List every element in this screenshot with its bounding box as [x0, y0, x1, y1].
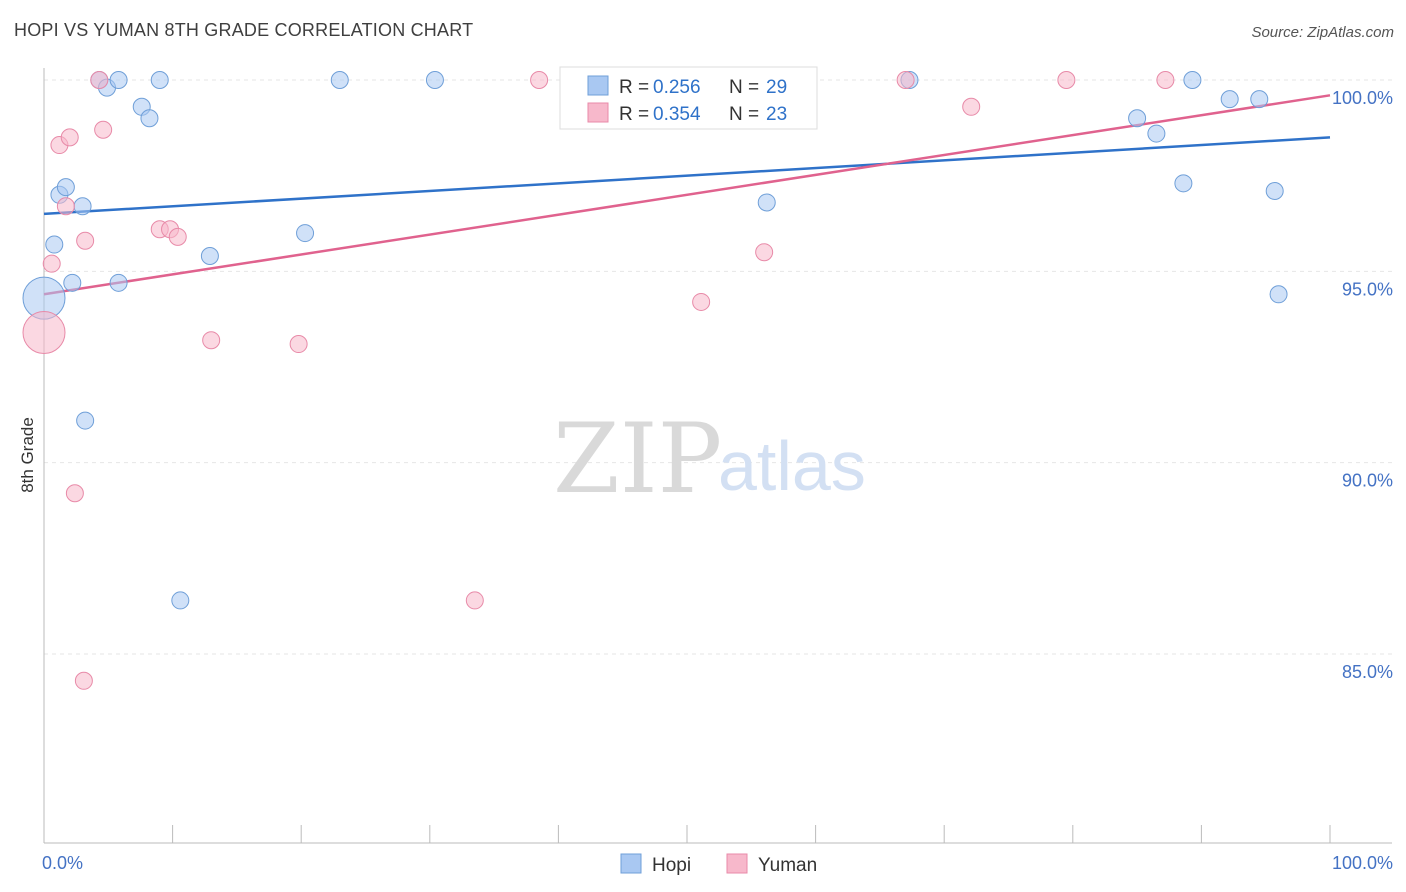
- yuman-point-21: [1057, 71, 1076, 89]
- yuman-point-22: [1156, 71, 1175, 89]
- legend-label-hopi: Hopi: [652, 855, 691, 876]
- hopi-point-14: [171, 591, 190, 610]
- trend-lines: [43, 94, 1331, 296]
- y-axis-label: 8th Grade: [18, 417, 37, 493]
- hopi-point-21: [1128, 109, 1147, 128]
- hopi-point-18: [425, 71, 444, 89]
- stats-legend-n-label-yuman: N =: [729, 104, 759, 125]
- stats-legend-r-value-yuman: 0.354: [653, 104, 701, 125]
- yuman-point-14: [289, 335, 308, 354]
- stats-legend-r-label-hopi: R =: [619, 77, 649, 98]
- y-tick-labels: 100.0% 95.0% 90.0% 85.0%: [1332, 88, 1393, 682]
- watermark-zip: ZIP: [553, 403, 722, 515]
- x-tick-label-0: 0.0%: [42, 853, 83, 873]
- yuman-point-12: [168, 227, 187, 246]
- yuman-point-15: [465, 591, 484, 610]
- hopi-point-22: [1147, 124, 1166, 143]
- hopi-trend-line: [43, 136, 1331, 216]
- hopi-point-16: [296, 224, 315, 243]
- yuman-point-8: [90, 71, 109, 89]
- chart-title: HOPI VS YUMAN 8TH GRADE CORRELATION CHAR…: [14, 20, 474, 40]
- hopi-point-9: [109, 71, 128, 89]
- yuman-point-6: [74, 671, 93, 690]
- x-tick-label-1: 100.0%: [1332, 853, 1393, 873]
- hopi-point-6: [76, 411, 95, 430]
- yuman-point-3: [56, 197, 75, 216]
- hopi-point-24: [1183, 71, 1202, 89]
- data-points: [22, 71, 1288, 690]
- yuman-trend-line: [43, 94, 1331, 296]
- hopi-point-3: [56, 178, 75, 197]
- stats-legend-r-value-hopi: 0.256: [653, 77, 701, 98]
- yuman-point-16: [530, 71, 549, 89]
- source-label: Source: ZipAtlas.com: [1251, 24, 1394, 41]
- yuman-point-20: [962, 97, 981, 116]
- hopi-point-1: [45, 235, 64, 254]
- yuman-point-18: [755, 243, 774, 262]
- yuman-point-19: [896, 71, 915, 89]
- stats-legend-swatch-yuman: [587, 102, 609, 123]
- stats-legend: R = 0.256 N = 29 R = 0.354 N = 23: [559, 66, 818, 130]
- hopi-point-28: [1269, 285, 1288, 304]
- stats-legend-r-label-yuman: R =: [619, 104, 649, 125]
- hopi-point-5: [73, 197, 92, 216]
- hopi-point-27: [1265, 181, 1284, 200]
- stats-legend-n-value-hopi: 29: [766, 77, 787, 98]
- legend-label-yuman: Yuman: [758, 855, 817, 876]
- gridlines: [44, 79, 1392, 655]
- yuman-point-4: [60, 128, 79, 147]
- stats-legend-swatch-hopi: [587, 75, 609, 96]
- hopi-point-17: [330, 71, 349, 89]
- yuman-point-13: [202, 331, 221, 350]
- yuman-point-17: [692, 292, 711, 311]
- watermark-atlas: atlas: [718, 427, 866, 505]
- hopi-point-26: [1250, 90, 1269, 109]
- y-tick-label-1: 95.0%: [1342, 279, 1393, 299]
- legend-swatch-yuman: [726, 853, 748, 874]
- stats-legend-n-value-yuman: 23: [766, 104, 787, 125]
- axes: [43, 68, 1392, 844]
- hopi-point-23: [1174, 174, 1193, 193]
- hopi-point-13: [150, 71, 169, 89]
- y-tick-label-0: 100.0%: [1332, 88, 1393, 108]
- hopi-point-12: [140, 109, 159, 128]
- hopi-point-19: [757, 193, 776, 212]
- stats-legend-n-label-hopi: N =: [729, 77, 759, 98]
- yuman-point-0: [22, 311, 66, 355]
- legend-swatch-hopi: [620, 853, 642, 874]
- yuman-point-9: [94, 120, 113, 139]
- series-legend: Hopi Yuman: [620, 853, 817, 876]
- hopi-point-10: [109, 273, 128, 292]
- yuman-point-5: [65, 484, 84, 503]
- hopi-point-4: [63, 273, 82, 292]
- y-tick-label-2: 90.0%: [1342, 471, 1393, 491]
- hopi-point-15: [200, 247, 219, 266]
- yuman-point-7: [76, 231, 95, 250]
- x-tick-labels: 0.0% 100.0%: [42, 853, 1393, 873]
- hopi-point-25: [1220, 90, 1239, 109]
- yuman-point-1: [42, 254, 61, 273]
- watermark: ZIP atlas: [553, 403, 866, 515]
- y-tick-label-3: 85.0%: [1342, 662, 1393, 682]
